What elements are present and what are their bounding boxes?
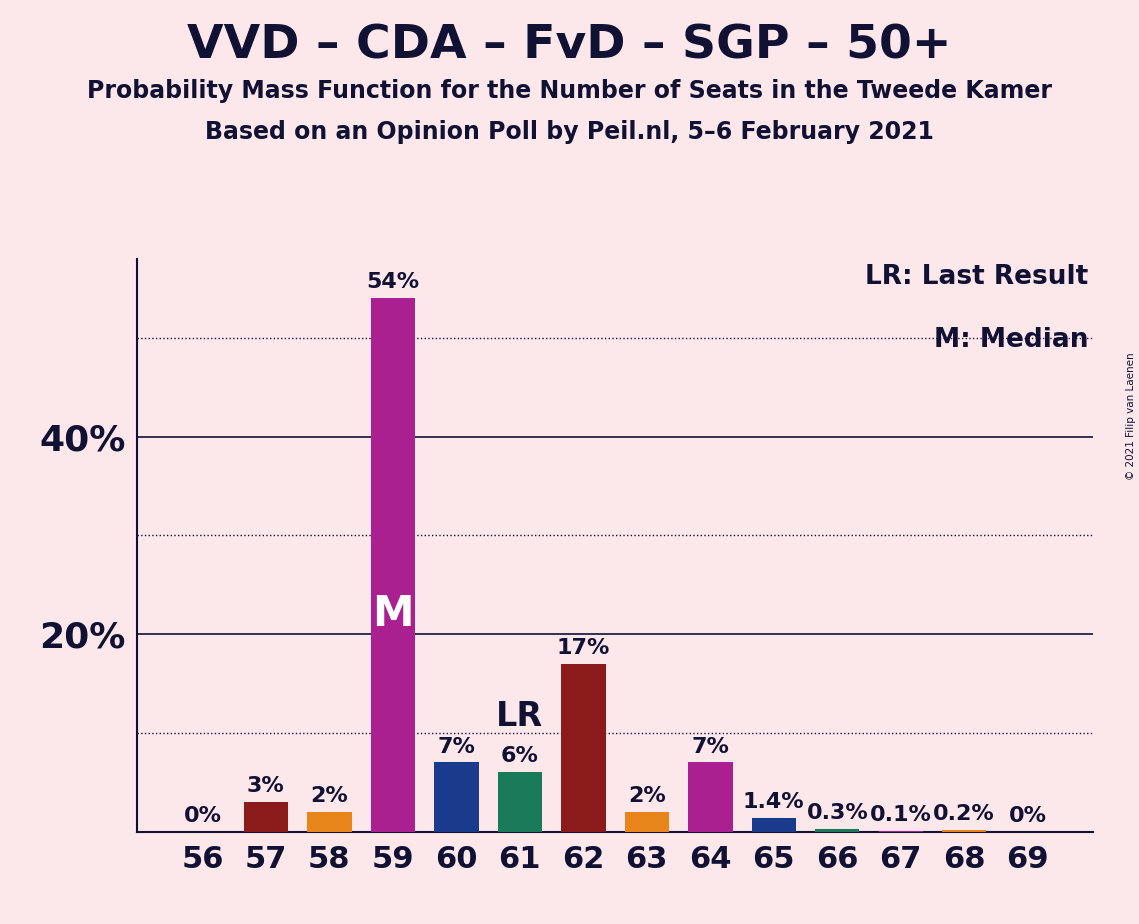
Text: 7%: 7% [691,736,729,757]
Bar [688,762,732,832]
Text: LR: LR [497,699,543,733]
Bar [816,829,860,832]
Text: 0%: 0% [1009,806,1047,826]
Bar [752,818,796,832]
Text: LR: Last Result: LR: Last Result [866,264,1089,290]
Bar [942,830,986,832]
Text: M: Median: M: Median [934,327,1089,354]
Text: 7%: 7% [437,736,475,757]
Bar [370,298,415,832]
Bar [624,812,669,832]
Text: 0%: 0% [183,806,221,826]
Text: 17%: 17% [557,638,611,658]
Bar [878,831,923,832]
Bar [498,772,542,832]
Bar [434,762,478,832]
Text: 2%: 2% [311,786,349,806]
Text: © 2021 Filip van Laenen: © 2021 Filip van Laenen [1126,352,1136,480]
Text: 0.3%: 0.3% [806,803,868,822]
Text: Based on an Opinion Poll by Peil.nl, 5–6 February 2021: Based on an Opinion Poll by Peil.nl, 5–6… [205,120,934,144]
Text: 1.4%: 1.4% [743,792,804,812]
Text: 0.1%: 0.1% [870,805,932,825]
Text: VVD – CDA – FvD – SGP – 50+: VVD – CDA – FvD – SGP – 50+ [187,23,952,68]
Text: 6%: 6% [501,747,539,766]
Text: 0.2%: 0.2% [933,804,995,823]
Bar [562,663,606,832]
Text: 54%: 54% [367,273,419,292]
Bar [244,802,288,832]
Text: Probability Mass Function for the Number of Seats in the Tweede Kamer: Probability Mass Function for the Number… [87,79,1052,103]
Text: 2%: 2% [628,786,665,806]
Bar [308,812,352,832]
Text: 3%: 3% [247,776,285,796]
Text: M: M [372,593,413,636]
